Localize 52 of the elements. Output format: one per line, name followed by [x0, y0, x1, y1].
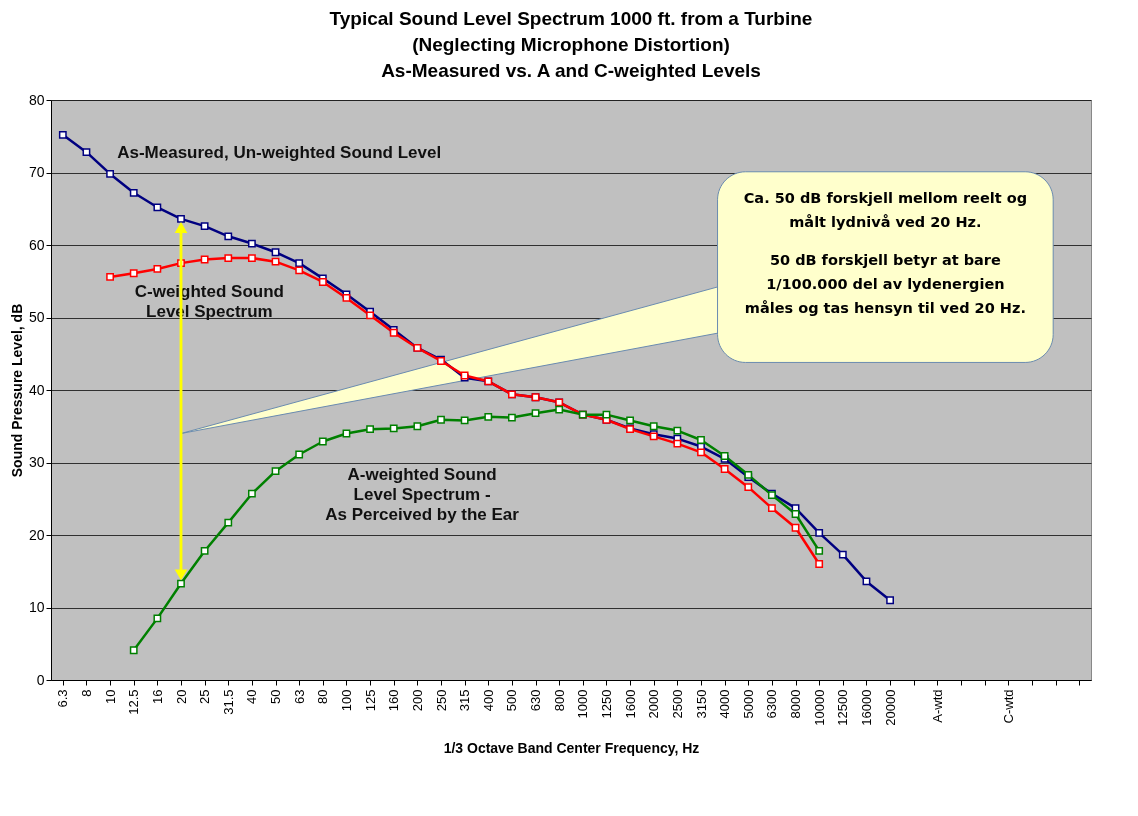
- x-tick-label: C-wtd: [1000, 689, 1016, 724]
- y-tick-label: 50: [28, 309, 45, 325]
- x-tick-label: 4000: [717, 689, 733, 719]
- y-tick-label: 10: [28, 599, 45, 615]
- x-tick-label: 80: [315, 689, 331, 704]
- y-tick-label: 70: [28, 164, 45, 180]
- x-tick-label: 10: [102, 689, 118, 704]
- x-tick-label: 8: [78, 689, 94, 697]
- x-tick-label: 12500: [835, 689, 851, 726]
- y-tick-label: 80: [28, 91, 45, 108]
- x-tick-label: 630: [528, 689, 544, 712]
- series-label: As-Measured, Un-weighted Sound Level: [117, 142, 442, 162]
- x-tick-label: 6300: [764, 689, 780, 719]
- x-tick-label: 315: [457, 689, 473, 712]
- x-tick-label: 8000: [788, 689, 804, 719]
- y-tick-label: 60: [28, 236, 45, 253]
- x-tick-label: 125: [362, 689, 378, 712]
- x-tick-label: 63: [291, 689, 307, 704]
- x-tick-label: 200: [409, 689, 425, 712]
- x-tick-label: 16: [149, 689, 165, 704]
- x-tick-label: 20: [173, 689, 189, 704]
- x-axis-title: 1/3 Octave Band Center Frequency, Hz: [443, 739, 700, 756]
- x-tick-label: 6.3: [55, 689, 71, 708]
- series-label: A-weighted Sound Level Spectrum - As Perceived by the Ear: [325, 464, 520, 524]
- x-tick-label: 500: [504, 689, 520, 712]
- x-tick-label: 2500: [669, 689, 685, 719]
- x-tick-label: 160: [386, 689, 402, 712]
- y-tick-label: 0: [36, 671, 45, 688]
- x-tick-label: 2000: [646, 689, 662, 719]
- x-tick-label: 31.5: [220, 689, 236, 715]
- y-axis-title: Sound Pressure Level, dB: [8, 303, 25, 478]
- x-tick-label: 400: [480, 689, 496, 712]
- x-tick-label: 25: [197, 689, 213, 704]
- x-tick-label: 16000: [858, 689, 874, 726]
- x-tick-label: 20000: [882, 689, 898, 726]
- x-tick-label: 800: [551, 689, 567, 712]
- x-tick-label: 40: [244, 689, 260, 704]
- x-tick-label: 250: [433, 689, 449, 712]
- x-tick-label: 12.5: [126, 689, 142, 715]
- x-tick-label: 1250: [598, 689, 614, 719]
- x-tick-label: 1600: [622, 689, 638, 719]
- x-tick-label: 3150: [693, 689, 709, 719]
- chart-title: Typical Sound Level Spectrum 1000 ft. from a Turbine (Neglecting Microphone Distortion) As-Measured vs. A and C-weighted Levels: [329, 8, 813, 81]
- y-tick-label: 30: [28, 454, 45, 470]
- x-tick-label: 5000: [740, 689, 756, 719]
- y-tick-label: 20: [28, 526, 45, 543]
- y-tick-label: 40: [28, 381, 45, 398]
- x-tick-label: 1000: [575, 689, 591, 719]
- x-tick-label: 100: [338, 689, 354, 712]
- x-tick-label: A-wtd: [929, 689, 945, 723]
- x-tick-label: 50: [268, 689, 284, 704]
- x-tick-label: 10000: [811, 689, 827, 726]
